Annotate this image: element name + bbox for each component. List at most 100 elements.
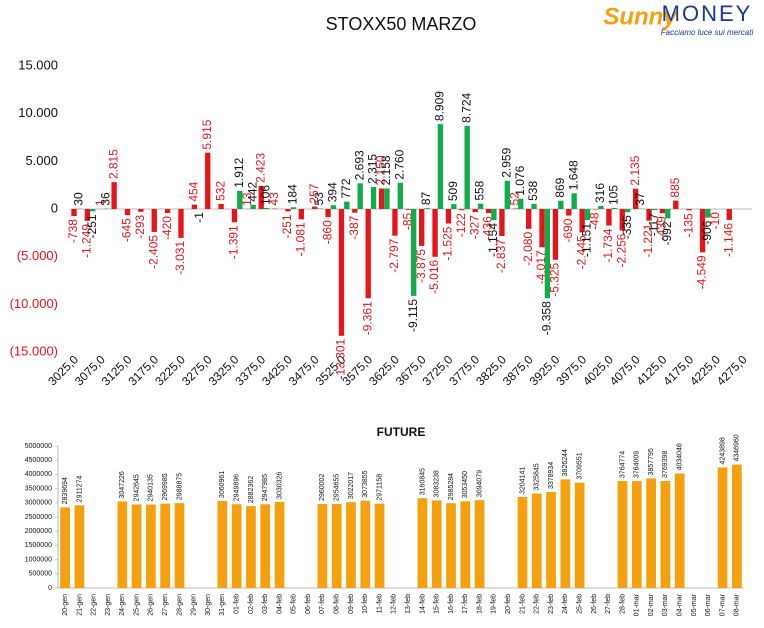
bar xyxy=(346,502,356,588)
data-label: -906 xyxy=(700,220,714,244)
bar xyxy=(504,180,510,209)
data-label: 442 xyxy=(245,181,259,201)
bar xyxy=(665,209,671,219)
data-label: -420 xyxy=(160,216,174,240)
bar xyxy=(111,182,117,209)
bar xyxy=(445,209,452,224)
data-label: 3204141 xyxy=(519,467,526,494)
x-tick-label: 04-mar xyxy=(677,593,684,616)
bar xyxy=(659,209,666,214)
x-tick-label: 07-mar xyxy=(719,593,726,616)
data-label: 3160845 xyxy=(419,468,426,495)
bar xyxy=(260,504,271,588)
data-label: 538 xyxy=(526,181,540,201)
data-label: 1.648 xyxy=(566,160,580,190)
bar xyxy=(246,506,256,588)
data-label: 105 xyxy=(606,185,620,205)
bar xyxy=(151,209,157,232)
bar xyxy=(579,209,585,233)
data-label: -335 xyxy=(620,215,634,239)
bar xyxy=(250,204,256,209)
bar xyxy=(331,504,342,588)
data-label: -2.445 xyxy=(574,235,588,269)
data-label: -2.797 xyxy=(387,238,401,272)
bar xyxy=(491,209,497,221)
bar xyxy=(574,482,585,588)
chart-title: FUTURE xyxy=(377,425,426,439)
data-label: 13 xyxy=(240,192,254,206)
bar xyxy=(117,501,128,588)
data-label: 2971158 xyxy=(376,474,383,501)
x-tick-label: 15-feb xyxy=(434,594,441,614)
bar xyxy=(531,203,537,209)
data-label: 37 xyxy=(633,192,647,206)
data-label: 5.915 xyxy=(200,119,214,149)
x-tick-label: 25-feb xyxy=(576,594,583,614)
data-label: -251 xyxy=(85,214,99,238)
x-tick-label: 13-feb xyxy=(405,594,412,614)
data-label: -5.016 xyxy=(427,259,441,293)
bar xyxy=(90,209,96,212)
bar xyxy=(290,207,296,209)
y-tick-label: 1500000 xyxy=(25,542,52,549)
bar xyxy=(571,193,577,209)
y-tick-label: 500000 xyxy=(29,571,52,578)
x-tick-label: 30-gen xyxy=(205,594,212,616)
x-tick-label: 16-feb xyxy=(448,594,455,614)
data-label: 53 xyxy=(312,192,326,206)
x-tick-label: 24-gen xyxy=(119,594,126,616)
bar xyxy=(726,209,732,220)
data-label: 3857795 xyxy=(648,448,655,475)
data-label: 36 xyxy=(98,192,112,206)
x-tick-label: 08-feb xyxy=(334,594,341,614)
data-label: 3378934 xyxy=(548,462,555,489)
bar xyxy=(191,204,198,209)
bar xyxy=(285,209,291,212)
bar xyxy=(274,501,285,588)
x-tick-label: 20-feb xyxy=(505,594,512,614)
bar xyxy=(477,203,484,209)
bar xyxy=(263,207,270,209)
bar xyxy=(544,209,551,299)
data-label: 3826244 xyxy=(562,449,569,476)
x-tick-label: 06-feb xyxy=(305,594,312,614)
data-label: -4.549 xyxy=(695,255,709,289)
data-label: 2985284 xyxy=(448,473,455,500)
bar xyxy=(705,209,711,218)
bar xyxy=(131,504,142,588)
bar xyxy=(325,209,331,218)
bar xyxy=(598,205,604,209)
data-label: -9.358 xyxy=(540,301,554,335)
data-label: -860 xyxy=(320,220,334,244)
x-tick-label: 25-gen xyxy=(133,594,140,616)
x-tick-label: 28-gen xyxy=(176,594,183,616)
data-label: 2.815 xyxy=(106,149,120,179)
bar xyxy=(474,500,485,588)
data-label: 3709551 xyxy=(576,452,583,479)
data-label: -992 xyxy=(660,221,674,245)
data-label: -3.031 xyxy=(173,241,187,275)
data-label: 558 xyxy=(473,180,487,200)
bar xyxy=(646,209,652,221)
data-label: -1.391 xyxy=(227,225,241,259)
data-label: 2960002 xyxy=(319,474,326,501)
x-tick-label: 03-mar xyxy=(662,593,669,616)
data-label: 2839694 xyxy=(62,477,69,504)
bar xyxy=(60,507,71,588)
data-label: 394 xyxy=(326,182,340,202)
bar xyxy=(218,203,224,209)
data-label: -1.249 xyxy=(80,224,94,258)
x-tick-label: 20-gen xyxy=(62,594,69,616)
data-label: -2.256 xyxy=(614,233,628,267)
bar xyxy=(431,500,442,588)
bar xyxy=(160,503,171,588)
data-label: -135 xyxy=(681,213,695,237)
bar xyxy=(74,505,85,588)
y-tick-label: 3500000 xyxy=(25,485,52,492)
data-label: 106 xyxy=(259,185,273,205)
x-tick-label: 23-gen xyxy=(105,594,112,616)
data-label: 532 xyxy=(213,181,227,201)
data-label: 30 xyxy=(72,192,86,206)
data-label: -1.154 xyxy=(486,223,500,257)
bar xyxy=(539,209,545,248)
